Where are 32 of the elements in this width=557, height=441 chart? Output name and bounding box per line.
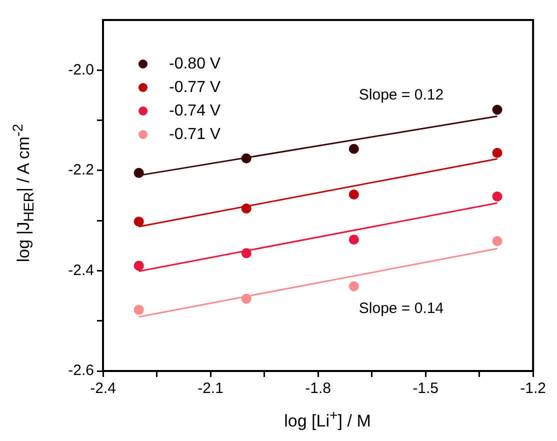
x-tick-label: -1.8 xyxy=(305,380,331,398)
point xyxy=(348,189,359,200)
point xyxy=(348,234,359,245)
point xyxy=(492,236,502,246)
y-tick-label: -2.6 xyxy=(68,362,94,380)
point xyxy=(492,148,502,158)
point xyxy=(134,304,144,315)
point xyxy=(241,248,252,258)
point xyxy=(241,204,252,214)
annotation: Slope = 0.12 xyxy=(358,86,444,104)
y-tick-label: -2.0 xyxy=(68,61,94,78)
legend-label: -0.77 V xyxy=(169,78,221,96)
point xyxy=(134,260,144,271)
legend-label: -0.71 V xyxy=(169,126,221,143)
point xyxy=(134,168,144,178)
point xyxy=(348,144,359,154)
x-axis-title: log [Li$^{+}$] / M xyxy=(283,407,372,432)
annotation: Slope = 0.14 xyxy=(358,300,444,318)
point xyxy=(241,153,252,164)
point xyxy=(241,294,252,304)
x-tick-label: -2.4 xyxy=(90,380,116,398)
point xyxy=(492,104,502,115)
y-tick-label: -2.2 xyxy=(68,162,94,179)
x-tick-label: -1.2 xyxy=(520,380,546,398)
point xyxy=(134,216,144,227)
legend-label: -0.74 V xyxy=(169,102,221,120)
x-tick-label: -1.5 xyxy=(412,380,438,398)
legend-label: -0.80 V xyxy=(169,55,221,72)
x-tick-label: -2.1 xyxy=(198,380,224,398)
point xyxy=(348,281,359,292)
point xyxy=(492,192,502,202)
y-tick-label: -2.4 xyxy=(68,262,94,279)
